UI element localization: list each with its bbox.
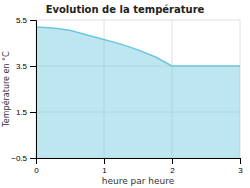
y-axis-tick-mark <box>30 112 36 113</box>
data-layer <box>36 27 240 158</box>
x-axis-tick: 3 <box>238 158 243 175</box>
y-axis-line <box>30 21 37 159</box>
title: Evolution de la température <box>46 4 205 15</box>
y-axis-tick: 3.5 <box>16 62 36 71</box>
y-axis-tick-label: −0.5 <box>11 154 27 163</box>
y-axis-tick-label: 3.5 <box>16 62 28 71</box>
y-axis-tick: 5.5 <box>16 16 36 25</box>
x-axis-title: heure par heure <box>102 176 175 186</box>
y-axis-tick: 1.5 <box>16 108 36 117</box>
y-axis-tick-label: 5.5 <box>16 16 28 25</box>
x-axis-tick-mark <box>172 158 173 164</box>
x-axis-tick-label: 1 <box>102 166 107 175</box>
y-axis-tick: −0.5 <box>11 154 36 163</box>
y-axis-tick-mark <box>30 158 36 159</box>
x-axis-tick-label: 3 <box>238 166 243 175</box>
y-axis: −0.5 1.5 3.5 5.5 <box>11 16 36 163</box>
x-axis-tick-label: 2 <box>170 166 175 175</box>
y-axis-tick-mark <box>30 66 36 67</box>
chart-svg: 0 1 2 3 −0.5 1.5 3.5 5.5 Evolution de la tempéra… <box>0 0 250 188</box>
x-axis-tick: 1 <box>102 158 107 175</box>
x-axis-tick-label: 0 <box>34 166 39 175</box>
y-axis-tick-label: 1.5 <box>16 108 28 117</box>
y-axis-title: Température en °C <box>1 51 11 128</box>
plot: 0 1 2 3 −0.5 1.5 3.5 5.5 <box>11 16 243 175</box>
x-axis-line <box>37 159 241 165</box>
x-axis-tick-mark <box>104 158 105 164</box>
grid-line-y <box>36 20 240 21</box>
y-axis-tick-mark <box>30 20 36 21</box>
line <box>36 27 240 66</box>
grid <box>36 20 240 158</box>
x-axis-tick: 2 <box>170 158 175 175</box>
x-axis: 0 1 2 3 <box>34 158 243 175</box>
x-axis-tick-mark <box>240 158 241 164</box>
area <box>36 27 240 158</box>
x-axis-tick: 0 <box>34 158 39 175</box>
chart-container: 0 1 2 3 −0.5 1.5 3.5 5.5 Evolution de la tempéra… <box>0 0 250 188</box>
